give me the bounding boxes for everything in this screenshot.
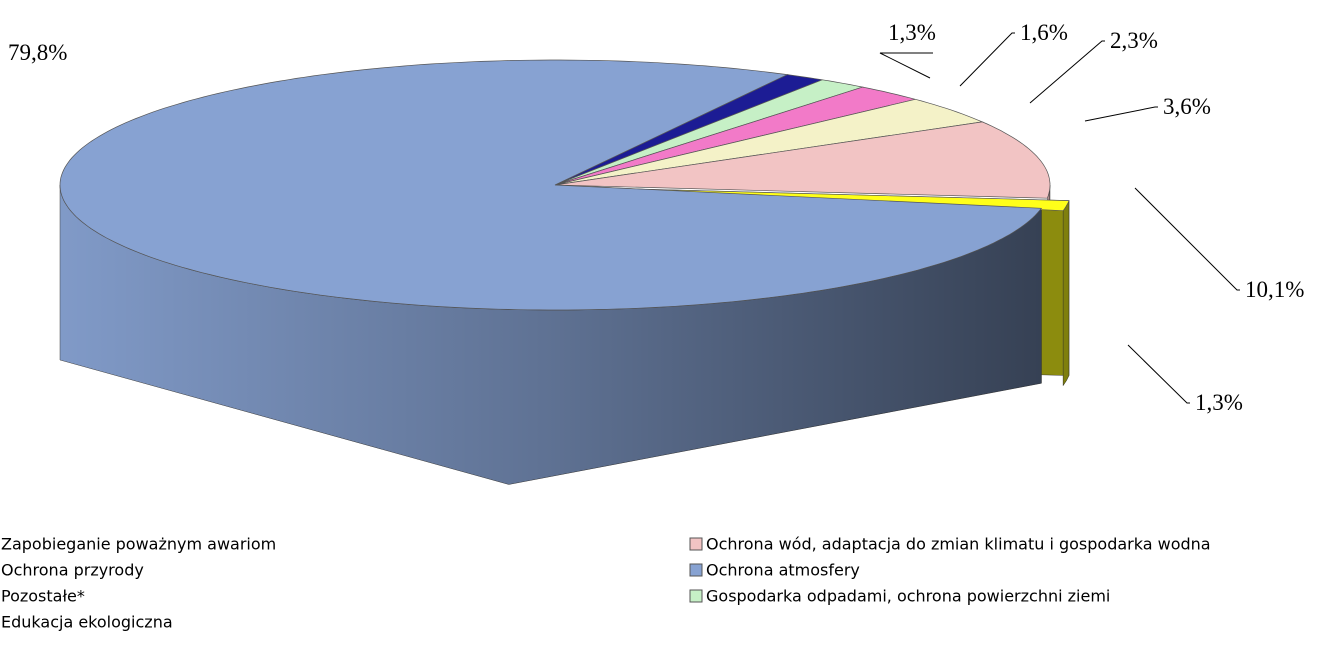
legend-swatch [689, 537, 703, 551]
slice-side-shade [60, 185, 1042, 485]
data-label: 1,6% [1020, 20, 1068, 45]
legend-swatch [689, 589, 703, 603]
leader-line [1029, 40, 1105, 104]
slice-top [554, 98, 984, 186]
slice-top [554, 79, 865, 186]
data-label: 1,3% [888, 20, 936, 45]
slice-top [554, 121, 1051, 199]
data-label: 2,3% [1110, 28, 1158, 53]
leader-line [1127, 344, 1190, 404]
legend-label: Pozostałe* [1, 587, 85, 606]
legend-swatch [689, 563, 703, 577]
legend-label: Edukacja ekologiczna [1, 613, 173, 632]
data-label: 1,3% [1195, 390, 1243, 415]
slice-top [59, 59, 1043, 311]
slice-side-shade [1063, 200, 1069, 386]
legend-label: Ochrona przyrody [1, 561, 144, 580]
data-label: 79,8% [8, 40, 67, 65]
legend-label: Ochrona wód, adaptacja do zmian klimatu … [706, 535, 1211, 554]
legend-label: Zapobieganie poważnym awariom [1, 535, 276, 554]
leader-line [959, 32, 1015, 87]
leader-line [879, 52, 933, 79]
leader-line [1134, 187, 1240, 291]
leader-line [1084, 106, 1158, 122]
data-label: 10,1% [1245, 277, 1304, 302]
legend-label: Ochrona atmosfery [706, 561, 860, 580]
legend-label: Gospodarka odpadami, ochrona powierzchni… [706, 587, 1110, 606]
data-label: 3,6% [1163, 94, 1211, 119]
slice-top [554, 74, 824, 186]
slice-top [554, 86, 916, 186]
